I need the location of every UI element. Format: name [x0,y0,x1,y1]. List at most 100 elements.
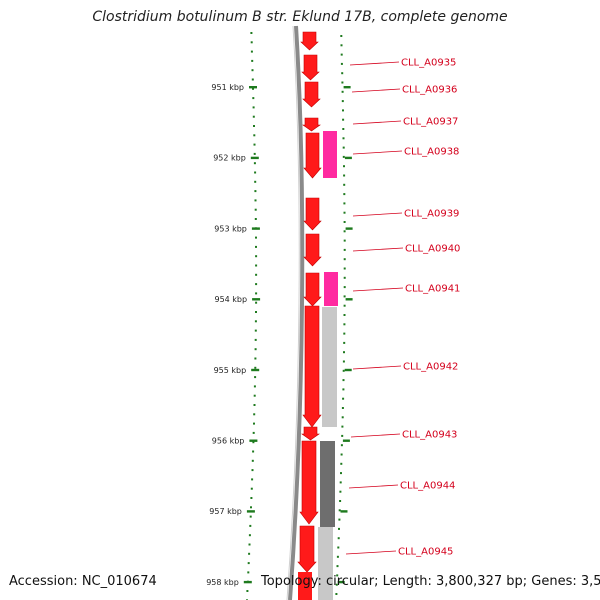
scale-dot [255,245,257,248]
scale-dot [250,32,253,34]
backbone-arc-light [286,25,300,600]
track-dot [343,276,346,279]
track-tick-major [343,86,351,89]
track-dot [336,555,339,558]
scale-dot [255,273,258,276]
track-dot [340,472,342,475]
track-dot [341,100,344,103]
track-dot [340,44,343,47]
track-dot [343,193,346,196]
track-dot [343,295,346,298]
scale-dot [250,497,253,499]
track-dot [340,53,343,56]
scale-dot [253,125,255,127]
track-dot [341,72,344,75]
scale-dot [253,422,255,425]
scale-dot [250,506,252,509]
scale-dot [253,162,256,165]
label-leader-line [351,88,401,93]
scale-dot [251,469,254,472]
scale-tick-major [249,86,257,89]
scale-label: 955 kbp [214,366,247,375]
track-dot [343,332,346,335]
track-dot [335,583,338,586]
backbone-arc [288,25,305,600]
gene-label: CLL_A0941 [405,284,460,295]
scale-dot [253,152,256,155]
label-leader-line [345,550,397,555]
track-dot [339,500,342,502]
gene-arrow [301,426,320,441]
scale-dot [252,97,255,100]
scale-label: 954 kbp [214,295,247,304]
track-tick-major [340,510,348,513]
track-dot [343,304,346,307]
gene-track [297,31,338,600]
track-dot [343,174,346,177]
gene-segment [298,572,312,600]
track-dot [341,81,344,84]
scale-dot [252,106,255,109]
scale-dot [255,301,258,304]
scale-dot [255,236,257,239]
gene-label: CLL_A0940 [405,244,460,255]
gene-arrow [302,117,321,132]
track-dot [343,286,346,289]
gene-label: CLL_A0945 [398,547,453,558]
gene-labels: CLL_A0935 CLL_A0936 CLL_A0937 CLL_A0938 CLL_… [345,58,460,558]
scale-dot [254,329,257,332]
track-dot [337,537,340,540]
gene-arrow [303,132,322,179]
track-dot [342,118,345,121]
track-dot [343,341,346,344]
scale-dot [254,348,257,351]
scale-dot [250,50,253,53]
scale-dot [252,450,255,453]
track-dot [342,369,345,372]
scale-dot [253,385,256,388]
gene-label: CLL_A0942 [403,362,458,373]
gene-label: CLL_A0938 [404,147,459,158]
track-dot [342,379,345,382]
track-dot [340,453,343,456]
scale-dot [254,320,257,323]
track-dot [340,62,343,65]
label-leader-line [350,433,401,438]
gene-highlight [324,272,338,306]
track-dot [343,267,346,270]
track-tick-major [345,227,353,230]
accession-text: Accession: NC_010674 [9,574,157,589]
gene-arrow [302,305,322,428]
scale-tick-major [251,227,260,230]
gene-arrow [303,197,322,231]
track-dot [342,397,345,400]
gene-arrow [302,81,321,108]
track-dot [341,416,344,419]
scale-dot [255,292,258,295]
track-dot [338,518,341,521]
label-leader-line [352,150,403,155]
scale-tick-major [243,580,252,584]
label-leader-line [349,61,400,66]
gc-bar [322,307,337,427]
scale-dot [254,218,257,220]
scale-dot [248,543,251,546]
scale-tick-major [250,156,259,160]
track-dot [342,109,344,112]
scale-label: 953 kbp [214,224,247,233]
scale-dot [250,487,253,490]
track-dot [342,360,345,363]
scale-dot [254,190,257,193]
track-dot [341,407,344,409]
gene-label: CLL_A0939 [404,209,459,220]
label-leader-line [352,212,403,217]
track-dot [341,90,344,93]
gene-arrow [297,525,317,573]
gc-content-track [318,307,337,600]
scale-tick-major [249,439,258,442]
track-tick-major [342,439,350,442]
gc-bar [318,527,333,600]
scale-dot [255,311,257,313]
scale-dot [251,478,254,481]
scale-tick-major [252,298,261,301]
